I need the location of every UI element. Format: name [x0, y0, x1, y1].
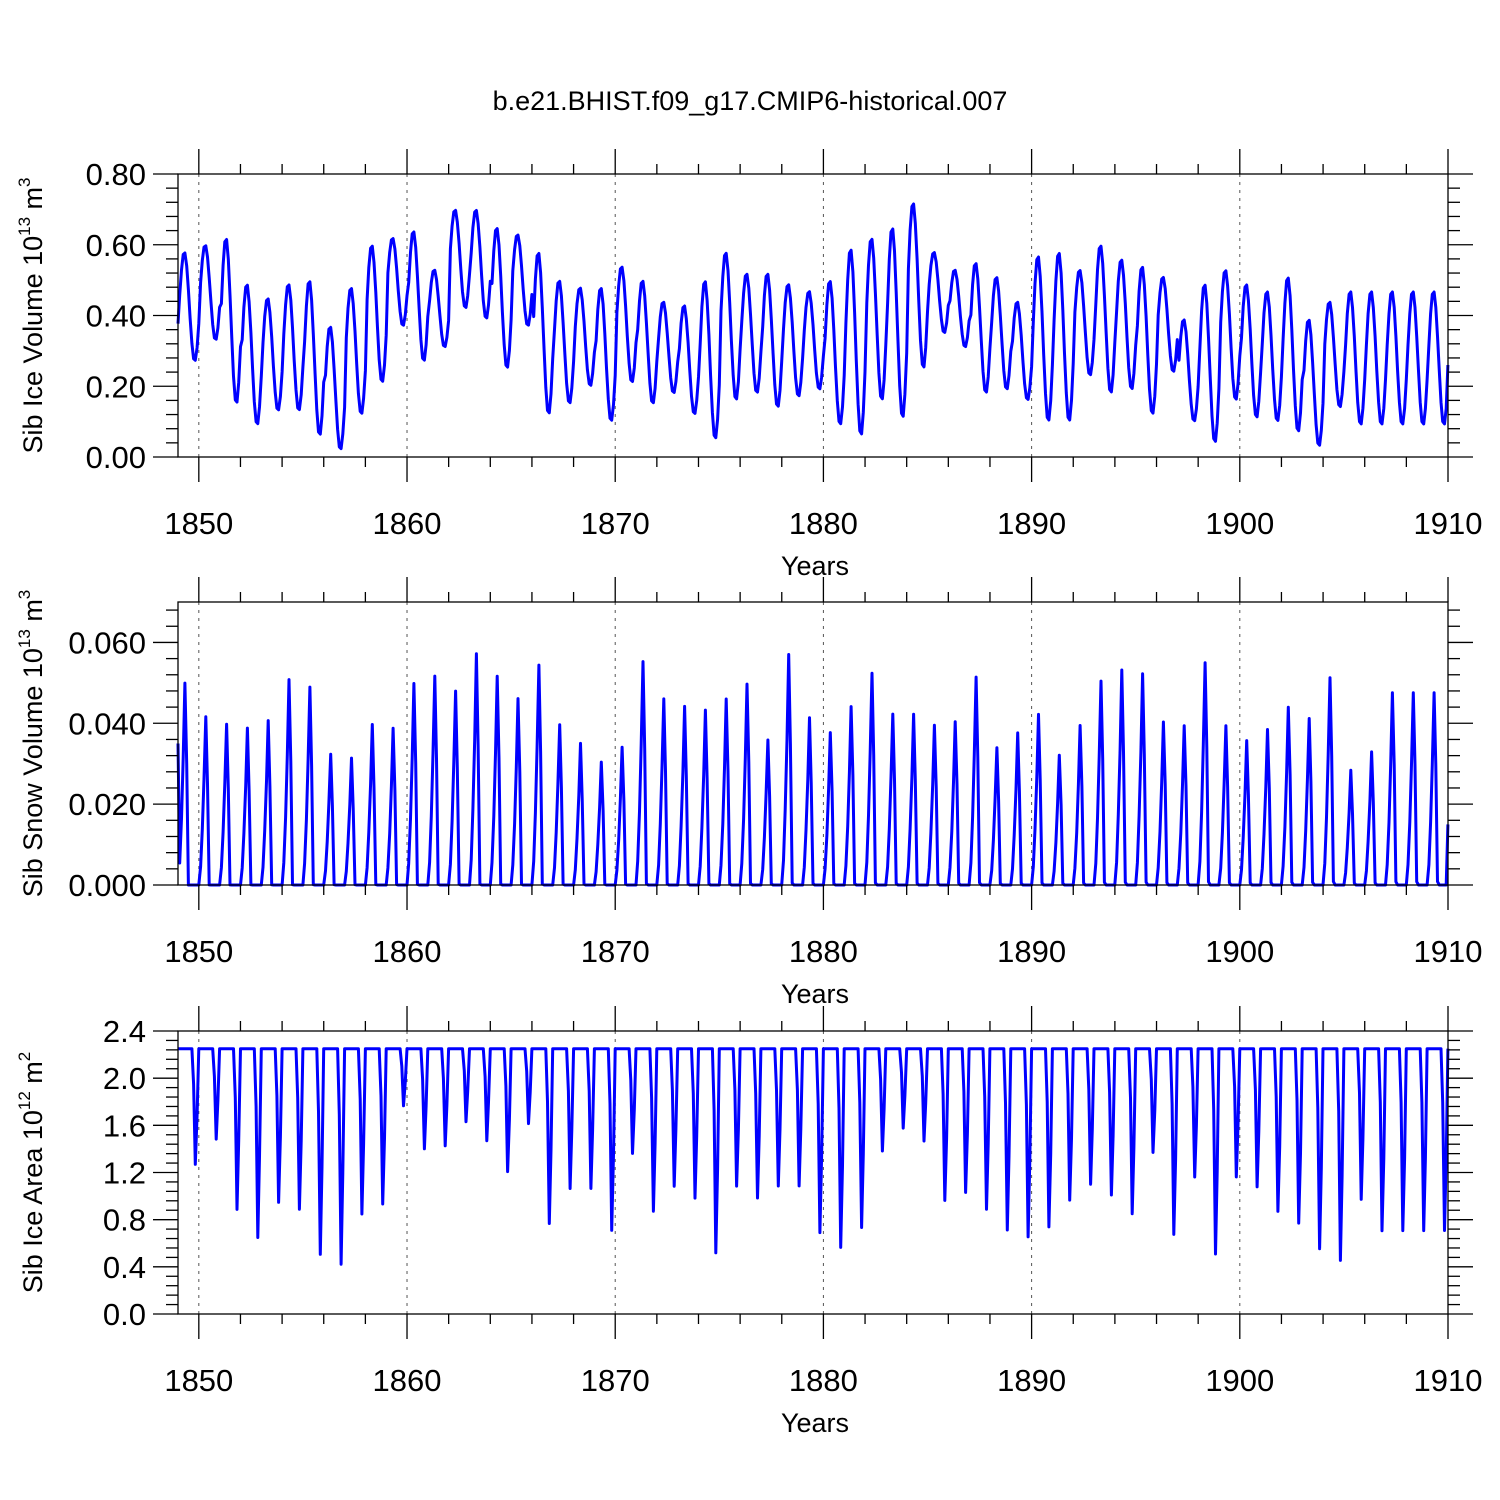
x-tick-label-1870: 1870 [581, 1363, 650, 1398]
x-tick-label-1850: 1850 [164, 934, 233, 969]
x-tick-label-1910: 1910 [1414, 934, 1483, 969]
y-axis-label-part-1: 13 [15, 629, 34, 648]
y-tick-label-1.6: 1.6 [103, 1108, 146, 1143]
y-axis-label-part-3: 3 [15, 590, 34, 599]
snow-volume-series-line [176, 652, 1450, 887]
x-tick-label-1870: 1870 [581, 506, 650, 541]
ice-area-series-line [178, 1047, 1450, 1266]
y-tick-label-0.60: 0.60 [86, 228, 146, 263]
x-tick-label-1860: 1860 [373, 1363, 442, 1398]
y-tick-label-0.000: 0.000 [68, 868, 146, 903]
x-tick-label-1860: 1860 [373, 506, 442, 541]
y-tick-label-0.020: 0.020 [68, 787, 146, 822]
y-tick-label-0.40: 0.40 [86, 299, 146, 334]
x-tick-label-1880: 1880 [789, 506, 858, 541]
plot-frame [177, 601, 1449, 886]
x-tick-label-1910: 1910 [1414, 506, 1483, 541]
y-axis-label-part-3: 3 [15, 177, 34, 186]
chart-title: b.e21.BHIST.f09_g17.CMIP6-historical.007 [493, 86, 1008, 116]
y-tick-label-0.060: 0.060 [68, 625, 146, 660]
panel-ice-volume: 1850 1860 1870 1880 1890 1900 1910 0.00 0.20 0.40… [15, 149, 1482, 581]
panel-snow-volume: 1850 1860 1870 1880 1890 1900 1910 0.000 0.020 0.… [15, 577, 1482, 1009]
x-tick-label-1850: 1850 [164, 1363, 233, 1398]
x-tick-label-1910: 1910 [1414, 1363, 1483, 1398]
y-tick-label-0.20: 0.20 [86, 369, 146, 404]
y-axis-label-part-2: m [18, 187, 48, 217]
x-axis-label: Years [781, 1408, 849, 1438]
x-tick-label-1880: 1880 [789, 1363, 858, 1398]
y-axis-label: Sib Ice Volume 1013 m3 [15, 177, 48, 453]
y-axis-label: Sib Ice Area 1012 m2 [15, 1052, 48, 1294]
y-tick-label-0.040: 0.040 [68, 706, 146, 741]
x-tick-label-1880: 1880 [789, 934, 858, 969]
x-tick-label-1900: 1900 [1205, 934, 1274, 969]
y-axis-label-part-3: 2 [15, 1052, 34, 1061]
x-tick-label-1850: 1850 [164, 506, 233, 541]
x-tick-label-1870: 1870 [581, 934, 650, 969]
x-tick-label-1860: 1860 [373, 934, 442, 969]
y-tick-label-0.00: 0.00 [86, 440, 146, 475]
x-tick-label-1890: 1890 [997, 506, 1066, 541]
ice-volume-series-line [176, 202, 1450, 451]
y-tick-label-1.2: 1.2 [103, 1156, 146, 1191]
y-axis-label-part-0: Sib Ice Area 10 [18, 1110, 48, 1293]
y-axis-label-part-2: m [18, 599, 48, 629]
x-tick-label-1900: 1900 [1205, 1363, 1274, 1398]
y-axis-label-part-1: 13 [15, 217, 34, 236]
y-tick-label-2.0: 2.0 [103, 1061, 146, 1096]
y-axis-label: Sib Snow Volume 1013 m3 [15, 590, 48, 898]
panel-ice-area: 1850 1860 1870 1880 1890 1900 1910 0.0 0.4 0.8 1.2… [15, 1006, 1482, 1438]
y-tick-label-0.8: 0.8 [103, 1203, 146, 1238]
y-tick-label-0.80: 0.80 [86, 157, 146, 192]
y-tick-label-0.4: 0.4 [103, 1250, 146, 1285]
y-tick-label-2.4: 2.4 [103, 1014, 146, 1049]
y-axis-label-part-0: Sib Ice Volume 10 [18, 236, 48, 454]
y-tick-label-0.0: 0.0 [103, 1297, 146, 1332]
x-axis-label: Years [781, 979, 849, 1009]
x-tick-label-1890: 1890 [997, 1363, 1066, 1398]
y-axis-label-part-2: m [18, 1061, 48, 1091]
x-tick-label-1890: 1890 [997, 934, 1066, 969]
y-axis-label-part-1: 12 [15, 1091, 34, 1110]
x-axis-label: Years [781, 551, 849, 581]
x-tick-label-1900: 1900 [1205, 506, 1274, 541]
y-axis-label-part-0: Sib Snow Volume 10 [18, 648, 48, 897]
